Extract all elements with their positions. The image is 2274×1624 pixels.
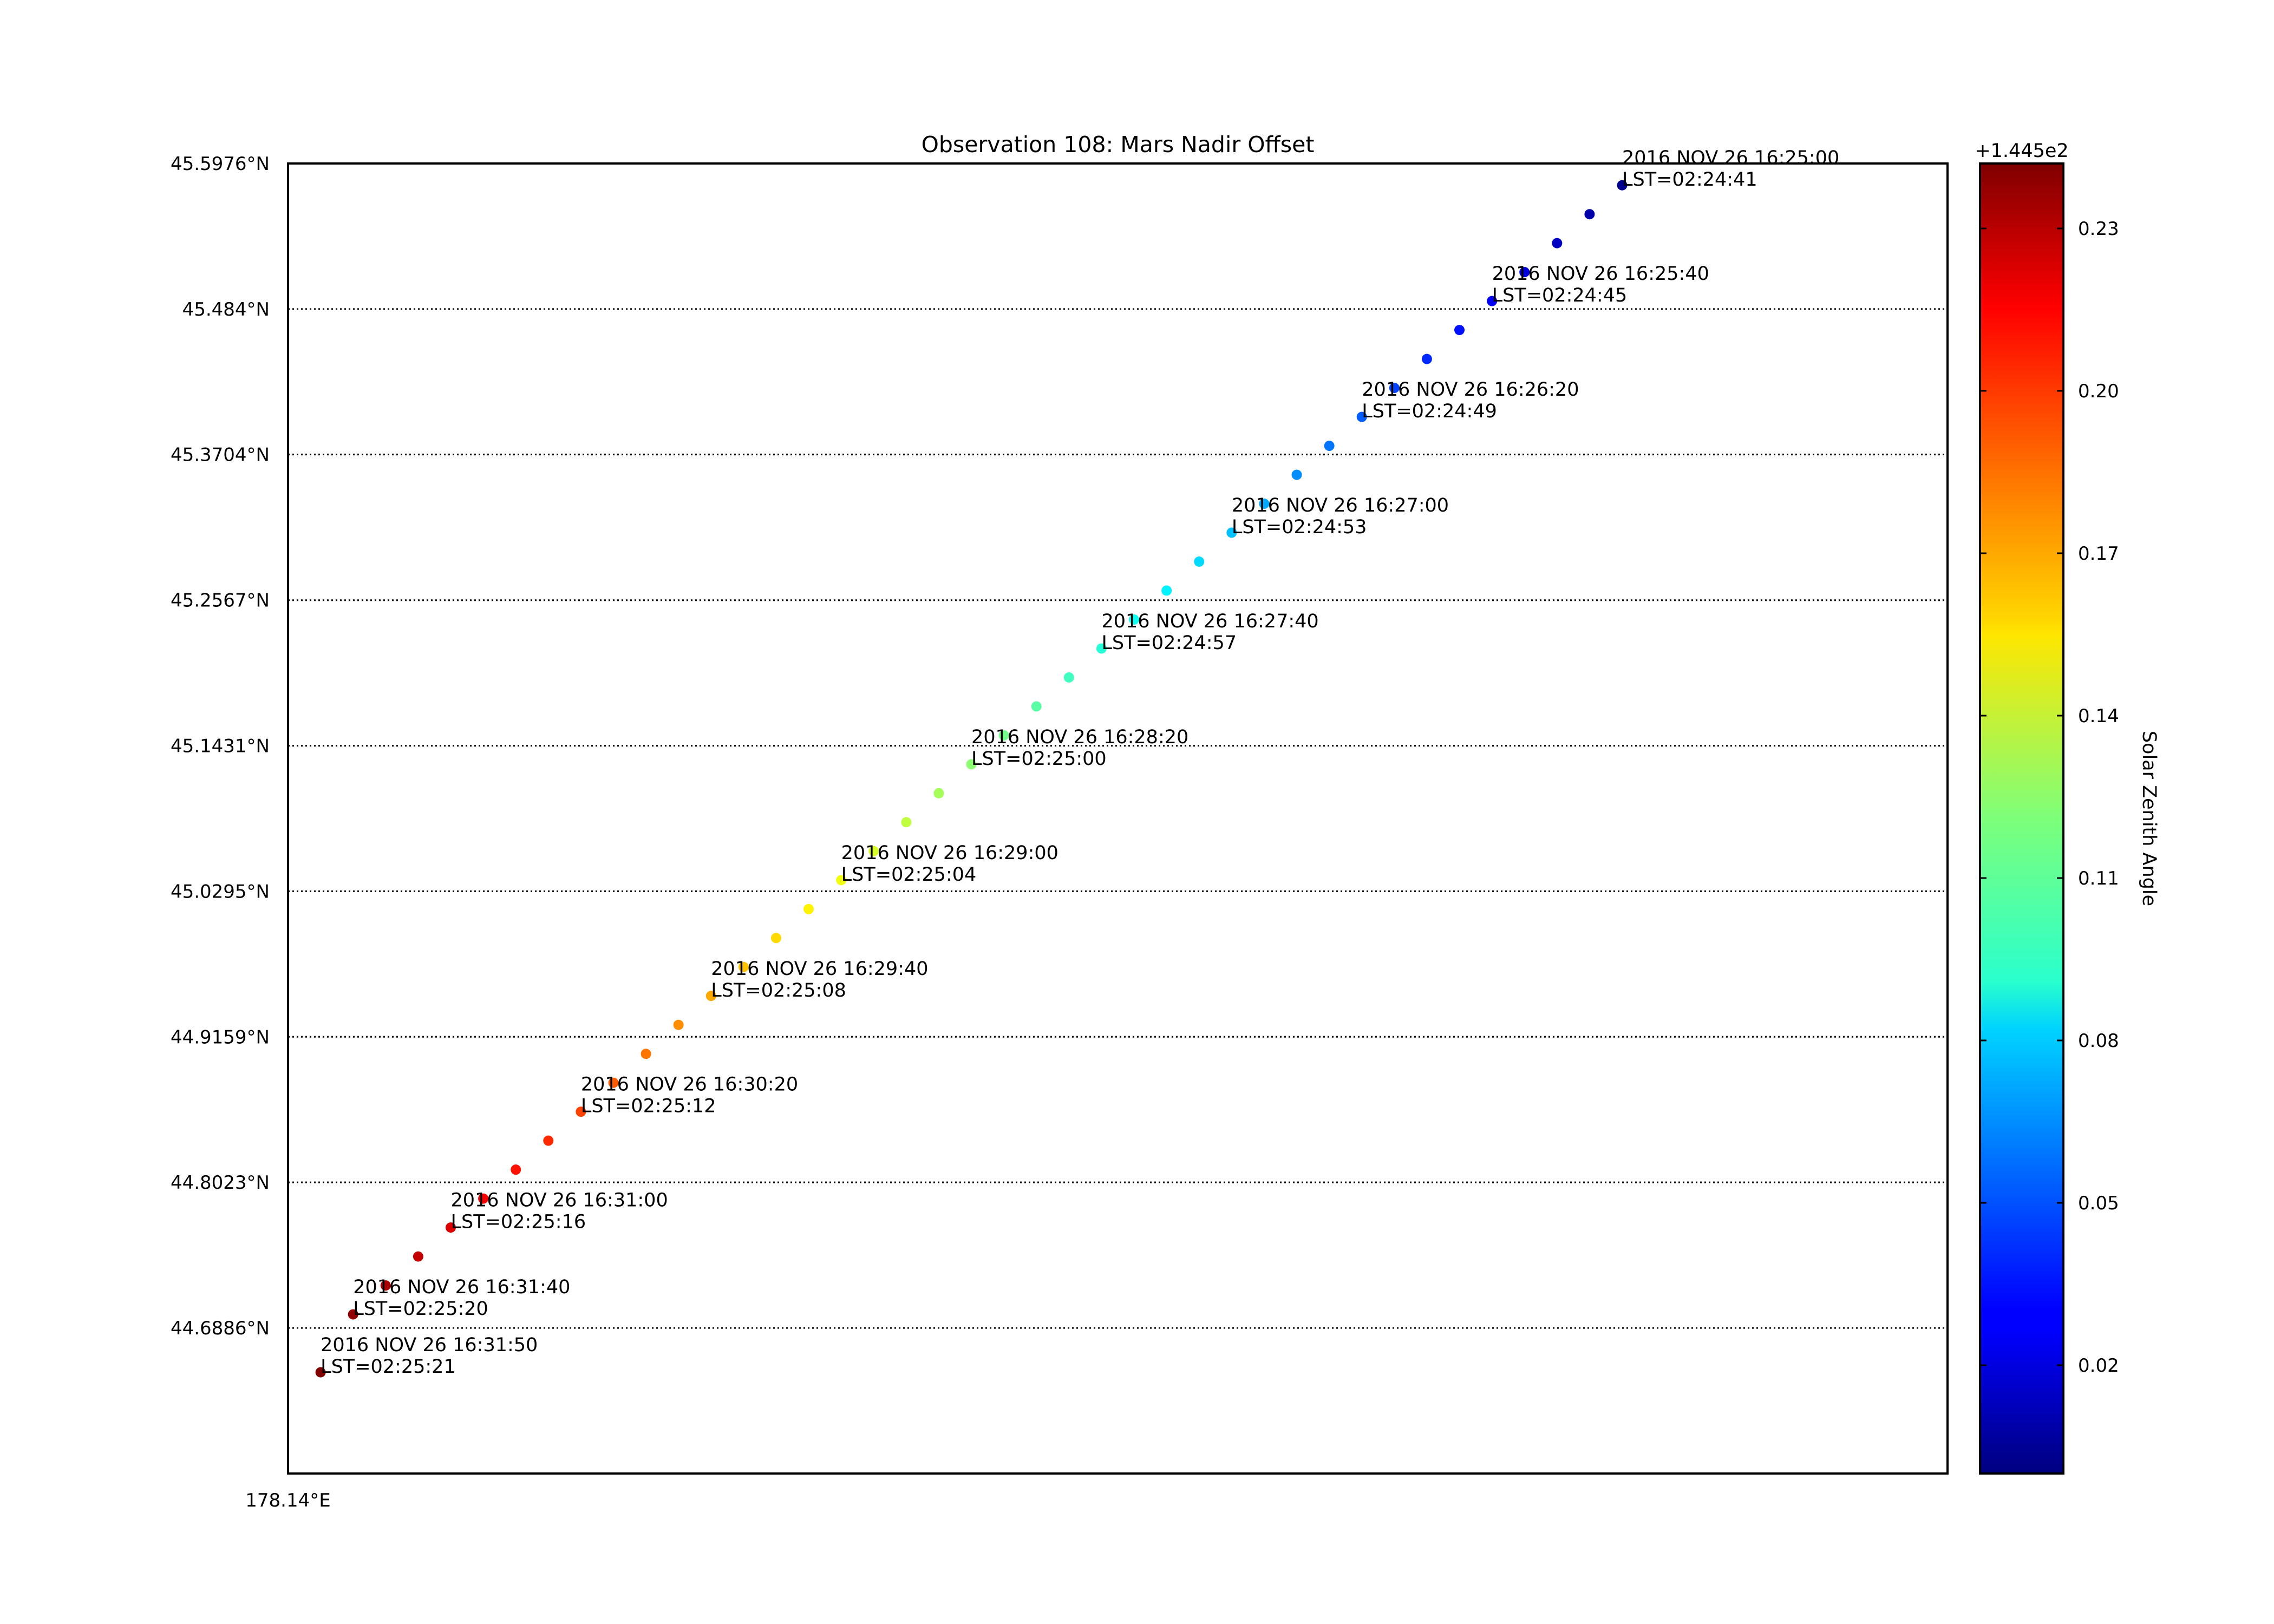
colorbar-gradient (1979, 162, 2064, 1475)
scatter-point (1584, 209, 1595, 220)
colorbar-tick-label: 0.23 (2078, 218, 2119, 240)
annotation-timestamp: 2016 NOV 26 16:28:20 (971, 726, 1188, 748)
annotation-lst: LST=02:24:45 (1492, 285, 1628, 306)
scatter-point (1356, 411, 1367, 422)
scatter-point (1617, 180, 1628, 191)
scatter-point (1063, 672, 1074, 683)
scatter-point (348, 1309, 358, 1320)
colorbar-offset-text: +1.445e2 (1975, 140, 2068, 162)
scatter-point (1389, 383, 1400, 394)
scatter-point (1291, 469, 1302, 480)
scatter-point (1454, 325, 1465, 336)
annotation-lst: LST=02:25:00 (971, 748, 1107, 770)
colorbar-ticks: 0.23 0.20 0.17 0.14 0.11 0.08 0.05 0.02 (1980, 218, 2119, 1377)
scatter-point (1421, 353, 1432, 364)
scatter-point (1552, 238, 1563, 248)
scatter-point (836, 875, 847, 886)
annotation-lst: LST=02:25:12 (581, 1096, 716, 1117)
scatter-point (1129, 614, 1140, 625)
scatter-point (608, 1077, 619, 1088)
annotation-lst: LST=02:25:08 (711, 980, 846, 1001)
annotation-lst: LST=02:24:49 (1362, 401, 1497, 422)
scatter-point (1194, 556, 1205, 567)
scatter-point (998, 730, 1009, 741)
y-tick-label: 44.6886°N (171, 1318, 270, 1339)
annotation-timestamp: 2016 NOV 26 16:30:20 (581, 1074, 798, 1096)
colorbar-tick-label: 0.20 (2078, 381, 2119, 402)
y-tick-label: 45.484°N (182, 299, 270, 320)
scatter-point (315, 1367, 326, 1378)
y-tick-label: 45.3704°N (171, 444, 270, 466)
scatter-point (543, 1135, 554, 1146)
y-axis-ticks: 45.5976°N 45.484°N 45.3704°N 45.2567°N 45.14… (171, 153, 270, 1339)
annotation-timestamp: 2016 NOV 26 16:25:00 (1622, 147, 1839, 169)
x-axis-ticks: 178.14°E (245, 1490, 330, 1511)
scatter-point (641, 1049, 651, 1059)
scatter-point (1031, 701, 1042, 712)
annotation-timestamp: 2016 NOV 26 16:27:40 (1101, 611, 1318, 632)
colorbar-tick-label: 0.05 (2078, 1193, 2119, 1214)
y-tick-label: 45.5976°N (171, 153, 270, 175)
scatter-point (868, 846, 879, 856)
scatter-point (803, 903, 814, 914)
scatter-point (1519, 267, 1530, 278)
scatter-point (1226, 527, 1237, 538)
annotation-lst: LST=02:25:16 (450, 1212, 586, 1233)
data-points (315, 180, 1628, 1378)
scatter-point (1161, 585, 1172, 596)
annotation-timestamp: 2016 NOV 26 16:25:40 (1492, 263, 1709, 285)
annotation-timestamp: 2016 NOV 26 16:26:20 (1362, 379, 1579, 401)
colorbar-tick-label: 0.02 (2078, 1355, 2119, 1377)
y-tick-label: 45.1431°N (171, 736, 270, 757)
annotation-lst: LST=02:24:57 (1101, 632, 1237, 654)
y-tick-label: 45.0295°N (171, 881, 270, 902)
scatter-point (933, 788, 944, 798)
y-tick-label: 44.9159°N (171, 1026, 270, 1048)
annotation-timestamp: 2016 NOV 26 16:31:00 (450, 1190, 668, 1212)
colorbar-tick-label: 0.08 (2078, 1030, 2119, 1052)
x-tick-label: 178.14°E (245, 1490, 330, 1511)
y-tick-label: 44.8023°N (171, 1172, 270, 1194)
annotation-lst: LST=02:25:04 (841, 864, 977, 886)
grid-lines (288, 308, 1948, 1329)
scatter-point (738, 961, 749, 972)
scatter-point (1259, 499, 1270, 509)
annotation-lst: LST=02:25:20 (353, 1298, 488, 1320)
annotation-timestamp: 2016 NOV 26 16:31:40 (353, 1276, 570, 1298)
scatter-point (1324, 441, 1335, 451)
annotation-lst: LST=02:24:41 (1622, 169, 1757, 191)
scatter-point (770, 933, 781, 944)
scatter-point (576, 1106, 586, 1117)
colorbar: 0.23 0.20 0.17 0.14 0.11 0.08 0.05 0.02 +1.445e… (1975, 140, 2160, 1475)
scatter-point (1487, 296, 1498, 306)
plot-area (287, 162, 1949, 1475)
annotation-timestamp: 2016 NOV 26 16:27:00 (1232, 495, 1449, 516)
scatter-point (445, 1222, 456, 1233)
scatter-point (511, 1164, 521, 1175)
colorbar-tick-label: 0.14 (2078, 705, 2119, 727)
scatter-point (380, 1280, 391, 1291)
scatter-point (673, 1019, 684, 1030)
chart-title: Observation 108: Mars Nadir Offset (922, 132, 1315, 158)
scatter-point (478, 1193, 489, 1204)
scatter-point (413, 1251, 423, 1262)
scatter-point (705, 991, 716, 1001)
colorbar-tick-label: 0.11 (2078, 868, 2119, 889)
colorbar-label: Solar Zenith Angle (2138, 731, 2160, 906)
annotation-timestamp: 2016 NOV 26 16:29:40 (711, 958, 928, 980)
scatter-point (966, 759, 977, 770)
annotation-timestamp: 2016 NOV 26 16:29:00 (841, 842, 1058, 864)
annotation-lst: LST=02:24:53 (1232, 516, 1367, 538)
scatter-point (901, 817, 912, 828)
annotation-timestamp: 2016 NOV 26 16:31:50 (321, 1334, 538, 1356)
scatter-point (1096, 643, 1107, 654)
colorbar-tick-label: 0.17 (2078, 543, 2119, 565)
y-tick-label: 45.2567°N (171, 590, 270, 612)
annotation-lst: LST=02:25:21 (321, 1356, 456, 1378)
